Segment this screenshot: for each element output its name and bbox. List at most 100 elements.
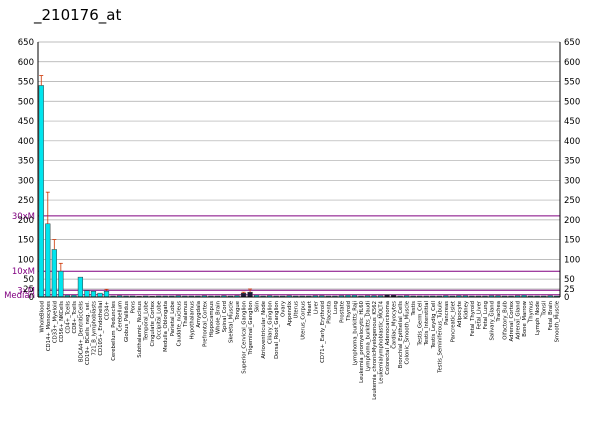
x-tick-label: Cerebellum_Peduncles (111, 301, 117, 361)
y-tick-label-left: 550 (18, 78, 34, 88)
x-tick-label: Amygdala (196, 301, 202, 328)
x-tick-label: CD8+_Tcells (72, 301, 78, 334)
y-tick-label-left: 600 (18, 58, 34, 68)
x-tick-label: Lymphoma_burkitts_Raji (352, 301, 358, 366)
x-tick-label: Globus_Pallidus (124, 301, 130, 342)
x-tick-label: Pancreatic_Islet (450, 301, 456, 342)
x-tick-label: Salivary_Gland (489, 301, 495, 340)
bar (45, 223, 51, 298)
x-tick-label: Atrioventricular_Node (261, 301, 267, 359)
x-tick-label: Superior_Cervical_Ganglion (242, 301, 248, 374)
x-tick-label: Ciliary_Ganglion (268, 301, 274, 344)
x-tick-label: Pons (131, 301, 137, 314)
x-tick-label: Adipocyte (457, 301, 463, 327)
y-tick-label-right: 50 (564, 275, 575, 285)
x-tick-label: CD71+_Early_Erythroid (320, 301, 326, 363)
x-tick-label: Hypothalamus (189, 301, 195, 340)
x-tick-label: Leukemia_chronicMyelogenous_K562 (372, 301, 378, 400)
x-tick-label: Testis_Leydig_Cell (431, 301, 437, 349)
x-tick-label: Whole_Brain (215, 301, 221, 334)
bar (84, 290, 90, 298)
x-tick-label: CD14+_Monocytes (46, 301, 52, 351)
grid-lines (38, 41, 560, 298)
x-tick-label: Leukemialymphoblastic_MOLT4 (379, 300, 385, 383)
y-tick-label-right: 400 (564, 137, 580, 147)
x-tick-label: Medulla_Oblongata (163, 301, 169, 352)
x-tick-label: Skin (255, 301, 261, 312)
y-tick-label-left: 300 (18, 176, 34, 186)
x-tick-label: Pancreas (444, 301, 450, 325)
x-tick-label: Lymph_Node (535, 301, 541, 335)
x-tick-label: CD56+_NKCells (59, 301, 65, 343)
x-tick-label: CD19+_BCells_neg._sel. (85, 301, 91, 365)
x-tick-label: Trachea (496, 301, 502, 323)
x-tick-label: Dorsal_Root_Ganglion (274, 301, 280, 359)
x-tick-label: Spinal_Cord (222, 301, 228, 332)
x-tick-label: Leukemia_promyelocytic_HL60 (359, 300, 365, 383)
x-tick-label: Bone_Marrow (522, 300, 528, 336)
x-tick-label: Testis_Seminiferous_Tubule (437, 301, 443, 374)
x-tick-label: Uterus (294, 301, 300, 319)
y-tick-label-right: 650 (564, 38, 580, 48)
x-tick-label: Cerebellum (118, 301, 124, 331)
x-tick-label: Caudate_nucleus (176, 301, 182, 347)
x-tick-label: Cingulate_Cortex (150, 301, 156, 346)
x-tick-label: Smooth_Muscle (555, 301, 561, 342)
x-tick-label: Lung (333, 301, 339, 314)
x-tick-label: Colonic_Smooth_Muscle (405, 301, 411, 364)
y-tick-label-right: 450 (564, 117, 580, 127)
x-tick-label: Fetal_Lung (483, 301, 489, 329)
y-tick-label-right: 100 (564, 255, 580, 265)
x-tick-label: 721_B_lymphoblasts (91, 301, 97, 356)
x-tick-label: Olfactory_Bulb (503, 300, 509, 339)
y-tick-label-left: 500 (18, 97, 34, 107)
y-tick-label-left: 200 (18, 216, 34, 226)
x-tick-label: Subthalamic_Nucleus (137, 301, 143, 358)
x-tick-label: Uterus_Corpus (300, 301, 306, 340)
y-tick-label-left: 25 (23, 285, 34, 295)
x-tick-label: Fetal_Liver (476, 300, 482, 329)
x-tick-label: Bronchial_Epithelial_Cells (398, 301, 404, 368)
x-tick-label: Thyroid (346, 301, 352, 322)
x-tick-label: Fetal_Thyroid (470, 301, 476, 336)
x-tick-label: Appendix (287, 301, 293, 326)
bar (51, 249, 57, 298)
y-tick-label-left: 150 (18, 236, 34, 246)
x-tick-label: Tongue (235, 301, 241, 321)
bar (38, 85, 44, 298)
x-tick-label: Testis_Germ_Cell (418, 301, 424, 346)
x-tick-label: CD105+_Endothelial (98, 301, 104, 356)
y-tick-label-left: 250 (18, 196, 34, 206)
x-tick-label: Thymus (529, 301, 535, 323)
x-tick-label: Adrenal_Cortex (509, 301, 515, 341)
y-tick-label-right: 0 (564, 293, 569, 303)
x-tick-label: Lymphoma_burkitts_Daudi (366, 301, 372, 371)
x-tick-label: Placenta (326, 301, 332, 324)
y-tick-label-left: 650 (18, 38, 34, 48)
y-tick-label-left: 100 (18, 255, 34, 265)
bar (77, 276, 84, 298)
y-tick-label-right: 500 (564, 97, 580, 107)
bar (90, 290, 97, 298)
y-tick-label-right: 600 (564, 58, 580, 68)
x-tick-label: Heart (307, 301, 313, 316)
y-tick-label-right: 200 (564, 216, 580, 226)
x-tick-label: Ovary (281, 301, 287, 317)
x-tick-label: WholeBlood (39, 301, 45, 333)
x-tick-label: Tonsil (542, 301, 548, 317)
x-tick-label: BDCA4+_DentriticCells (78, 301, 84, 362)
y-tick-label-left: 350 (18, 157, 34, 167)
x-tick-label: Temporal_Lobe (144, 301, 150, 342)
x-tick-label: Testis_Interstitial (424, 301, 430, 346)
reference-line-label: Median (4, 291, 35, 301)
bar (103, 290, 110, 298)
x-tick-label: Fetal_Brain (548, 301, 554, 330)
x-tick-label: Testis (411, 301, 417, 317)
x-tick-label: Skeletal_Muscle (228, 301, 234, 343)
x-tick-label: Colorectal_Adenocarcinoma (385, 301, 391, 375)
y-tick-label-right: 350 (564, 157, 580, 167)
y-tick-label-right: 300 (564, 176, 580, 186)
